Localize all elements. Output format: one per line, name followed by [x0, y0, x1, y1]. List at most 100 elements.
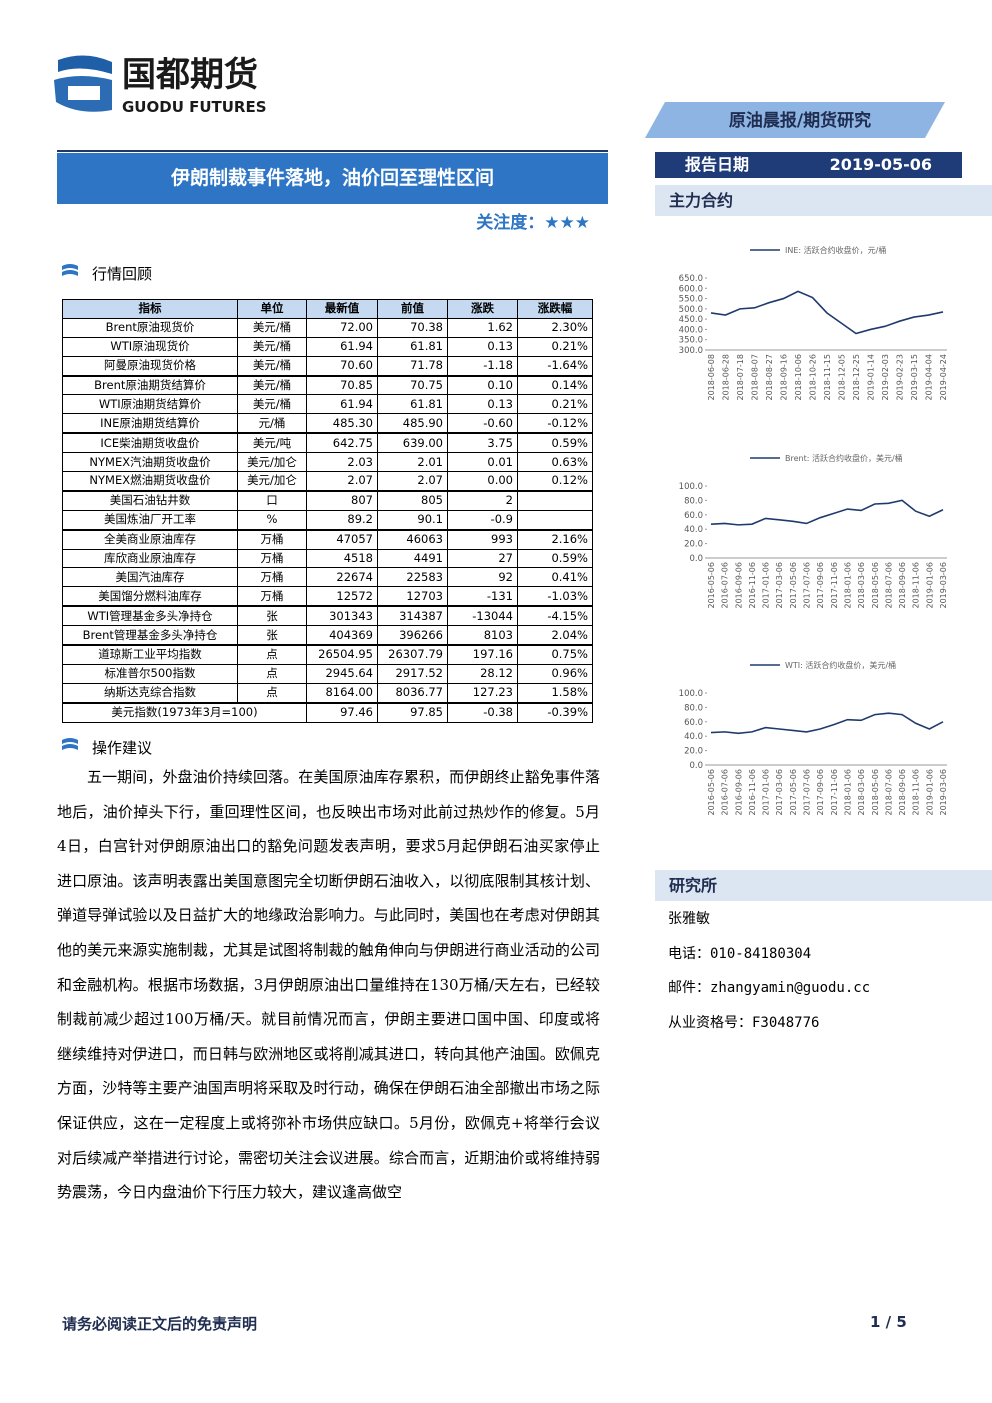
analyst: 张雅敏 [668, 911, 710, 927]
table-cell: 92 [447, 567, 518, 588]
x-tick-label: 2018-08-07 [751, 354, 760, 401]
institute-heading: 研究所 [655, 870, 992, 901]
x-tick-label: 2019-02-03 [881, 354, 890, 401]
table-row: 道琼斯工业平均指数点 26504.95 26307.79 197.16 0.75% [62, 644, 593, 665]
table-cell: 28.12 [447, 663, 518, 684]
table-cell: 314387 [377, 605, 448, 627]
table-cell: 万桶 [237, 586, 307, 607]
table-cell: -0.38 [447, 701, 518, 723]
attention: 关注度：★★★ [476, 213, 590, 233]
y-tick-label: 0.0 [689, 554, 703, 564]
y-tick-label: 20.0 [684, 540, 703, 550]
table-cell: 张 [237, 625, 307, 646]
x-tick-label: 2017-01-06 [762, 562, 771, 609]
chart: Brent: 活跃合约收盘价，美元/桶 0.0 20.0 40.0 60.0 80.0 10… [679, 453, 948, 609]
table-cell: 8036.77 [377, 682, 448, 704]
x-tick-label: 2019-04-24 [939, 354, 948, 401]
table-cell: -1.18 [447, 355, 518, 377]
table-cell: INE原油期货结算价 [62, 413, 238, 434]
x-tick-label: 2017-11-06 [830, 769, 839, 816]
phone: 电话：010-84180304 [668, 946, 812, 962]
table-cell: 美元/吨 [237, 432, 307, 454]
x-tick-label: 2016-09-06 [734, 769, 743, 816]
table-cell: 22674 [306, 567, 378, 588]
table-row: 美国馏分燃料油库存 万桶 12572 12703 -131 -1.03% [62, 586, 593, 607]
x-tick-label: 2018-06-28 [722, 354, 731, 401]
table-row: 美国炼油厂开工率% 89.2 90.1 -0.9 [62, 509, 593, 531]
table-cell: -0.9 [447, 509, 518, 531]
table-cell: 4518 [306, 548, 378, 569]
table-cell: 0.14% [517, 374, 593, 396]
table-row: 美国汽油库存 万桶 22674 22583 92 0.41% [62, 567, 593, 588]
table-cell: 美国馏分燃料油库存 [62, 586, 238, 607]
table-cell: Brent原油现货价 [62, 317, 238, 338]
table-cell: 点 [237, 663, 307, 684]
table-cell: 12572 [306, 586, 378, 607]
x-tick-label: 2018-11-06 [912, 769, 921, 816]
table-row: 全美商业原油库存 万桶 47057 46063 993 2.16% [62, 528, 593, 550]
series-line [710, 290, 944, 335]
table-cell: 61.81 [377, 336, 448, 357]
table-cell: 70.60 [306, 355, 378, 377]
logo-cn: 国都期货 [122, 55, 258, 95]
table-cell: 0.59% [517, 432, 593, 454]
table-cell: 47057 [306, 528, 378, 550]
x-tick-label: 2018-12-05 [838, 354, 847, 401]
table-cell: 301343 [306, 605, 378, 627]
table-cell: 0.12% [517, 471, 593, 492]
x-tick-label: 2018-10-26 [809, 354, 818, 401]
table-cell: 点 [237, 682, 307, 704]
table-cell: WTI原油期货结算价 [62, 394, 238, 415]
table-cell: -0.60 [447, 413, 518, 434]
x-tick-label: 2018-12-25 [852, 354, 861, 401]
x-tick-label: 2018-09-16 [780, 354, 789, 401]
table-cell: 70.38 [377, 317, 448, 338]
table-cell: -13044 [447, 605, 518, 627]
x-tick-label: 2018-10-06 [794, 354, 803, 401]
license: 从业资格号：F3048776 [668, 1015, 820, 1031]
x-tick-label: 2016-07-06 [721, 769, 730, 816]
x-tick-label: 2016-05-06 [707, 769, 716, 816]
table-cell: 万桶 [237, 548, 307, 569]
table-cell: 2.07 [306, 471, 378, 492]
table-cell: 70.75 [377, 374, 448, 396]
table-cell: 485.90 [377, 413, 448, 434]
table-cell: 0.13 [447, 336, 518, 357]
table-cell: 12703 [377, 586, 448, 607]
market-table: 指标 单位 最新值 前值 涨跌 涨跌幅 Brent原油现货价 美元/桶 72.00 70.38 1.… [62, 299, 593, 723]
x-tick-label: 2017-03-06 [775, 769, 784, 816]
table-row: NYMEX汽油期货收盘价 美元/加仑 2.03 2.01 0.01 0.63% [62, 452, 593, 473]
y-tick-label: 350.0 [679, 336, 703, 346]
table-cell: 美元/桶 [237, 355, 307, 377]
header-row: 指标 单位 最新值 前值 涨跌 涨跌幅 [62, 299, 593, 319]
table-cell: 0.00 [447, 471, 518, 492]
x-tick-label: 2018-07-18 [736, 354, 745, 401]
title: 伊朗制裁事件落地，油价回至理性区间 [57, 153, 608, 204]
report-date: 2019-05-06 [829, 155, 932, 174]
tag: 原油晨报/期货研究 [729, 110, 871, 131]
x-tick-label: 2017-11-06 [830, 562, 839, 609]
table-cell: -0.39% [517, 701, 593, 723]
table-cell: 纳斯达克综合指数 [62, 682, 238, 704]
table-row: NYMEX燃油期货收盘价 美元/加仑 2.07 2.07 0.00 0.12% [62, 471, 593, 492]
column-header: 前值 [377, 299, 448, 319]
table-cell: -1.64% [517, 355, 593, 377]
table-cell: Brent原油期货结算价 [62, 374, 238, 396]
table-cell: 2 [447, 489, 518, 511]
table-cell: 26504.95 [306, 644, 378, 665]
x-tick-label: 2017-09-06 [816, 562, 825, 609]
x-tick-label: 2019-01-06 [925, 562, 934, 609]
table-cell: 404369 [306, 625, 378, 646]
table-cell: 61.81 [377, 394, 448, 415]
report-date-bar: 报告日期 2019-05-06 [655, 152, 962, 178]
page-number: 1 / 5 [870, 1313, 907, 1331]
table-row: WTI原油现货价 美元/桶 61.94 61.81 0.13 0.21% [62, 336, 593, 357]
y-tick-label: 300.0 [679, 346, 703, 356]
y-tick-label: 600.0 [679, 284, 703, 294]
y-tick-label: 550.0 [679, 295, 703, 305]
x-tick-label: 2019-03-06 [939, 769, 948, 816]
table-cell: 2917.52 [377, 663, 448, 684]
table-cell: 90.1 [377, 509, 448, 531]
section-heading: 行情回顾 [92, 265, 153, 283]
